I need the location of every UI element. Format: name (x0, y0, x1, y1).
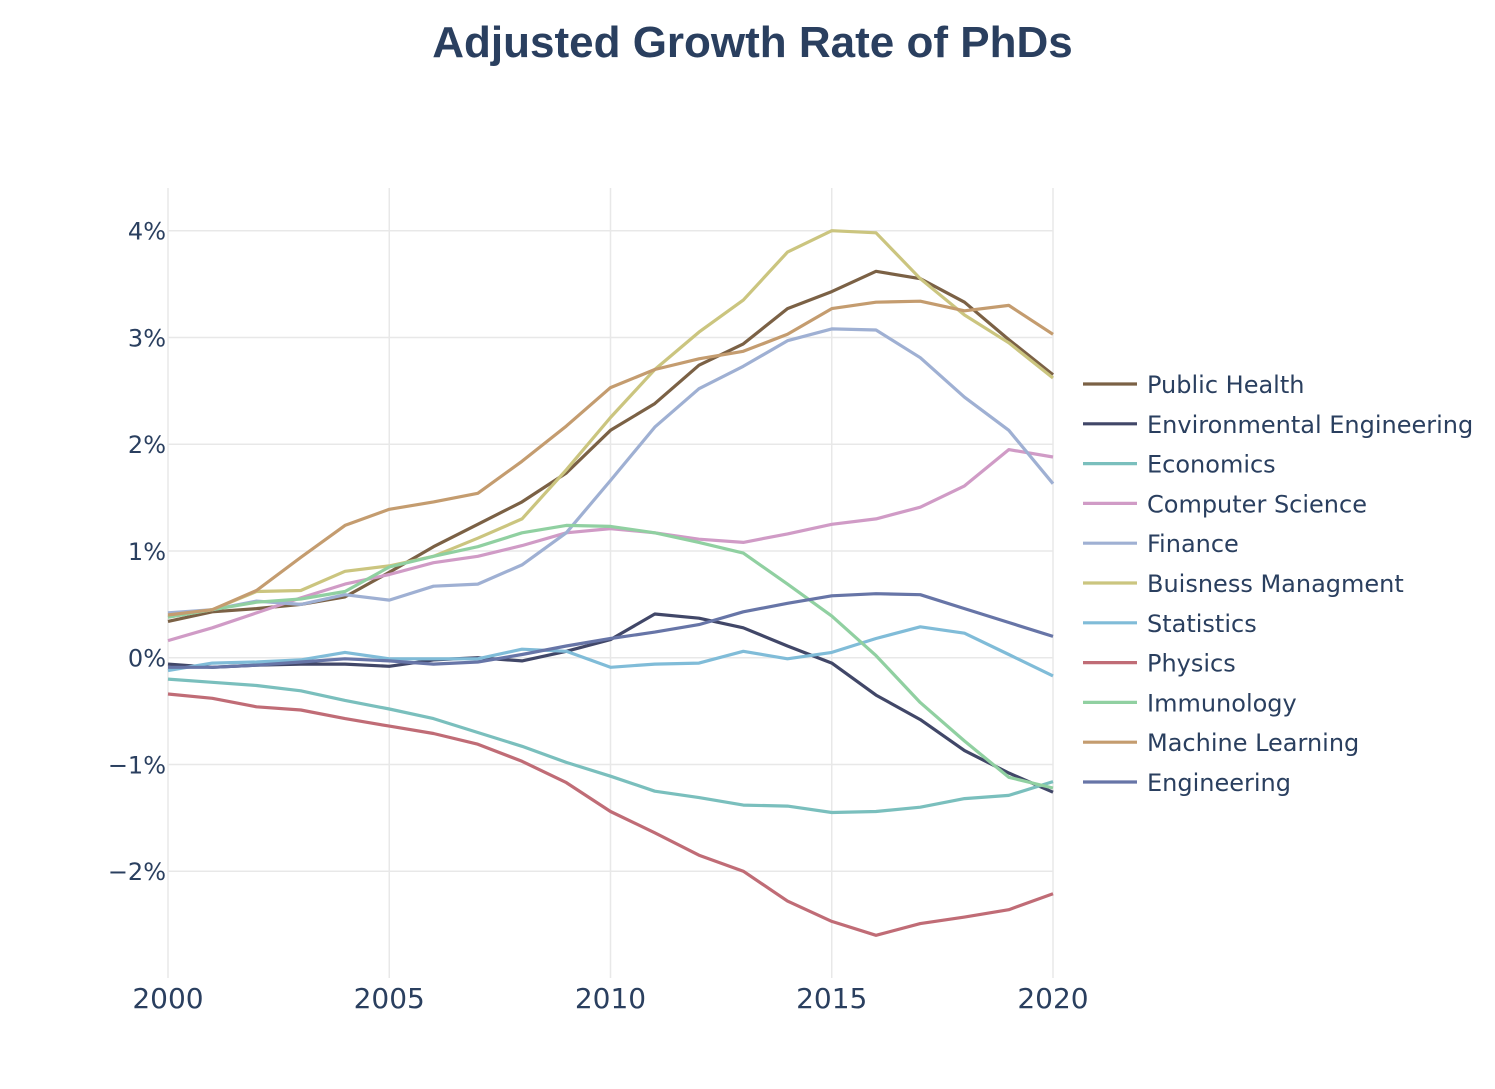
series-line-finance (167, 327, 1055, 615)
legend-label: Economics (1147, 451, 1276, 479)
y-tick-label: 4% (128, 218, 166, 246)
legend-item-environmental-engineering[interactable]: Environmental Engineering (1083, 411, 1473, 439)
series-line-computer-science (167, 448, 1054, 643)
legend-label: Buisness Managment (1147, 570, 1404, 598)
x-tick-label: 2020 (1017, 982, 1088, 1015)
legend-item-finance[interactable]: Finance (1083, 530, 1239, 558)
y-tick-label: −2% (108, 858, 166, 886)
x-tick-label: 2015 (796, 982, 867, 1015)
x-tick-label: 2000 (132, 982, 203, 1015)
legend-item-public-health[interactable]: Public Health (1083, 371, 1304, 399)
y-axis-ticks: 4% 3% 2% 1% 0% −1% −2% (108, 218, 166, 887)
legend-label: Public Health (1147, 371, 1304, 399)
series-line-economics (167, 677, 1054, 815)
legend-item-physics[interactable]: Physics (1083, 650, 1236, 678)
y-tick-label: 2% (128, 431, 166, 459)
legend-item-statistics[interactable]: Statistics (1083, 610, 1257, 638)
legend-item-computer-science[interactable]: Computer Science (1083, 490, 1367, 518)
series-line-physics (167, 692, 1054, 937)
legend-item-engineering[interactable]: Engineering (1083, 769, 1291, 797)
legend-label: Engineering (1147, 769, 1291, 797)
y-tick-label: −1% (108, 751, 166, 779)
legend-label: Machine Learning (1147, 729, 1359, 757)
grid-layer (167, 188, 1054, 978)
y-tick-label: 3% (128, 324, 166, 352)
legend-item-economics[interactable]: Economics (1083, 451, 1276, 479)
legend-item-immunology[interactable]: Immunology (1083, 689, 1297, 717)
legend-label: Immunology (1147, 689, 1297, 717)
legend-label: Statistics (1147, 610, 1257, 638)
x-tick-label: 2010 (575, 982, 646, 1015)
x-axis-ticks: 2000 2005 2010 2015 2020 (132, 982, 1088, 1015)
series-line-buisness-managment (167, 229, 1054, 619)
chart-title: Adjusted Growth Rate of PhDs (432, 18, 1073, 67)
y-tick-label: 0% (128, 645, 166, 673)
series-line-statistics (167, 625, 1054, 678)
legend-item-machine-learning[interactable]: Machine Learning (1083, 729, 1359, 757)
y-tick-label: 1% (128, 538, 166, 566)
series-line-immunology (167, 523, 1054, 790)
legend-label: Physics (1147, 650, 1236, 678)
series-lines (167, 229, 1055, 937)
legend-item-buisness-managment[interactable]: Buisness Managment (1083, 570, 1404, 598)
legend-label: Computer Science (1147, 490, 1367, 518)
series-line-machine-learning (167, 299, 1054, 617)
legend-label: Environmental Engineering (1147, 411, 1473, 439)
x-tick-label: 2005 (354, 982, 425, 1015)
series-line-engineering (168, 592, 1054, 669)
legend-label: Finance (1147, 530, 1239, 558)
legend[interactable]: Public Health Environmental Engineering Ec… (1083, 371, 1473, 797)
